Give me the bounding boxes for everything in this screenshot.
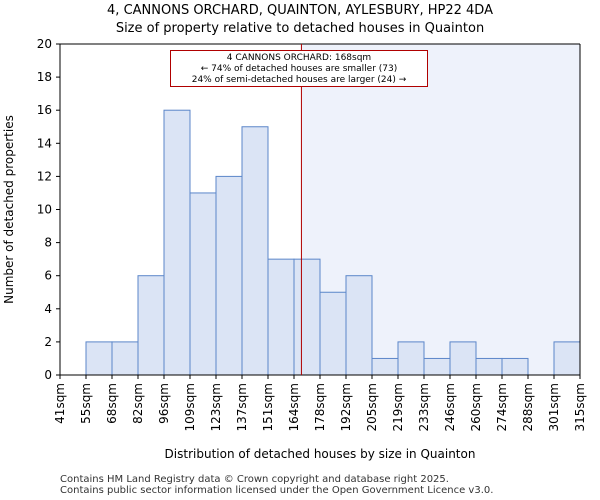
x-tick-label-68sqm: 68sqm [105,383,119,424]
bar-123sqm [215,175,243,376]
bar-96sqm [163,109,191,376]
x-tick-label-205sqm: 205sqm [365,383,379,431]
x-tick-label-246sqm: 246sqm [443,383,457,431]
bar-55sqm [85,341,113,376]
property-annotation-box: 4 CANNONS ORCHARD: 168sqm ← 74% of detac… [170,50,428,87]
bar-82sqm [137,275,165,376]
chart-title-line1: 4, CANNONS ORCHARD, QUAINTON, AYLESBURY,… [107,3,493,18]
x-tick-label-164sqm: 164sqm [287,383,301,431]
y-tick-label-2: 2 [44,335,52,349]
x-tick-label-233sqm: 233sqm [417,383,431,431]
bar-68sqm [111,341,139,376]
y-tick-label-6: 6 [44,269,52,283]
x-tick-label-301sqm: 301sqm [547,383,561,431]
x-tick-label-82sqm: 82sqm [131,383,145,424]
x-tick-label-137sqm: 137sqm [235,383,249,431]
y-tick-label-10: 10 [37,203,52,217]
bar-233sqm [423,357,451,376]
annotation-line1: 4 CANNONS ORCHARD: 168sqm [226,53,372,63]
chart-title-line2: Size of property relative to detached ho… [115,21,485,36]
bar-178sqm [319,291,347,376]
x-tick-label-96sqm: 96sqm [157,383,171,424]
y-axis-label: Number of detached properties [2,115,16,304]
x-tick-label-55sqm: 55sqm [79,383,93,424]
x-tick-label-192sqm: 192sqm [339,383,353,431]
bar-137sqm [241,126,269,376]
y-tick-label-4: 4 [44,302,52,316]
x-tick-label-178sqm: 178sqm [313,383,327,431]
x-tick-label-260sqm: 260sqm [469,383,483,431]
bar-246sqm [449,341,477,376]
y-tick-label-16: 16 [37,103,52,117]
bar-109sqm [189,192,217,376]
bar-219sqm [397,341,425,376]
y-tick-label-20: 20 [37,37,52,51]
x-tick-label-123sqm: 123sqm [209,383,223,431]
bar-274sqm [501,357,529,376]
annotation-line3: 24% of semi-detached houses are larger (… [191,75,407,85]
footer-line2: Contains public sector information licen… [60,485,494,496]
y-tick-label-14: 14 [37,136,52,150]
y-tick-label-0: 0 [44,368,52,382]
x-axis-label: Distribution of detached houses by size … [165,447,476,461]
footer-line1: Contains HM Land Registry data © Crown c… [60,474,449,485]
annotation-line2: ← 74% of detached houses are smaller (73… [200,64,398,74]
x-tick-label-219sqm: 219sqm [391,383,405,431]
bar-192sqm [345,275,373,376]
bar-301sqm [553,341,581,376]
x-tick-label-288sqm: 288sqm [521,383,535,431]
bar-260sqm [475,357,503,376]
y-tick-label-8: 8 [44,236,52,250]
y-tick-label-18: 18 [37,70,52,84]
x-tick-label-315sqm: 315sqm [573,383,587,431]
y-tick-label-12: 12 [37,169,52,183]
bar-151sqm [267,258,295,376]
bar-205sqm [371,357,399,376]
bar-164sqm [293,258,321,376]
x-tick-label-151sqm: 151sqm [261,383,275,431]
x-tick-label-41sqm: 41sqm [53,383,67,424]
x-tick-label-274sqm: 274sqm [495,383,509,431]
x-tick-label-109sqm: 109sqm [183,383,197,431]
